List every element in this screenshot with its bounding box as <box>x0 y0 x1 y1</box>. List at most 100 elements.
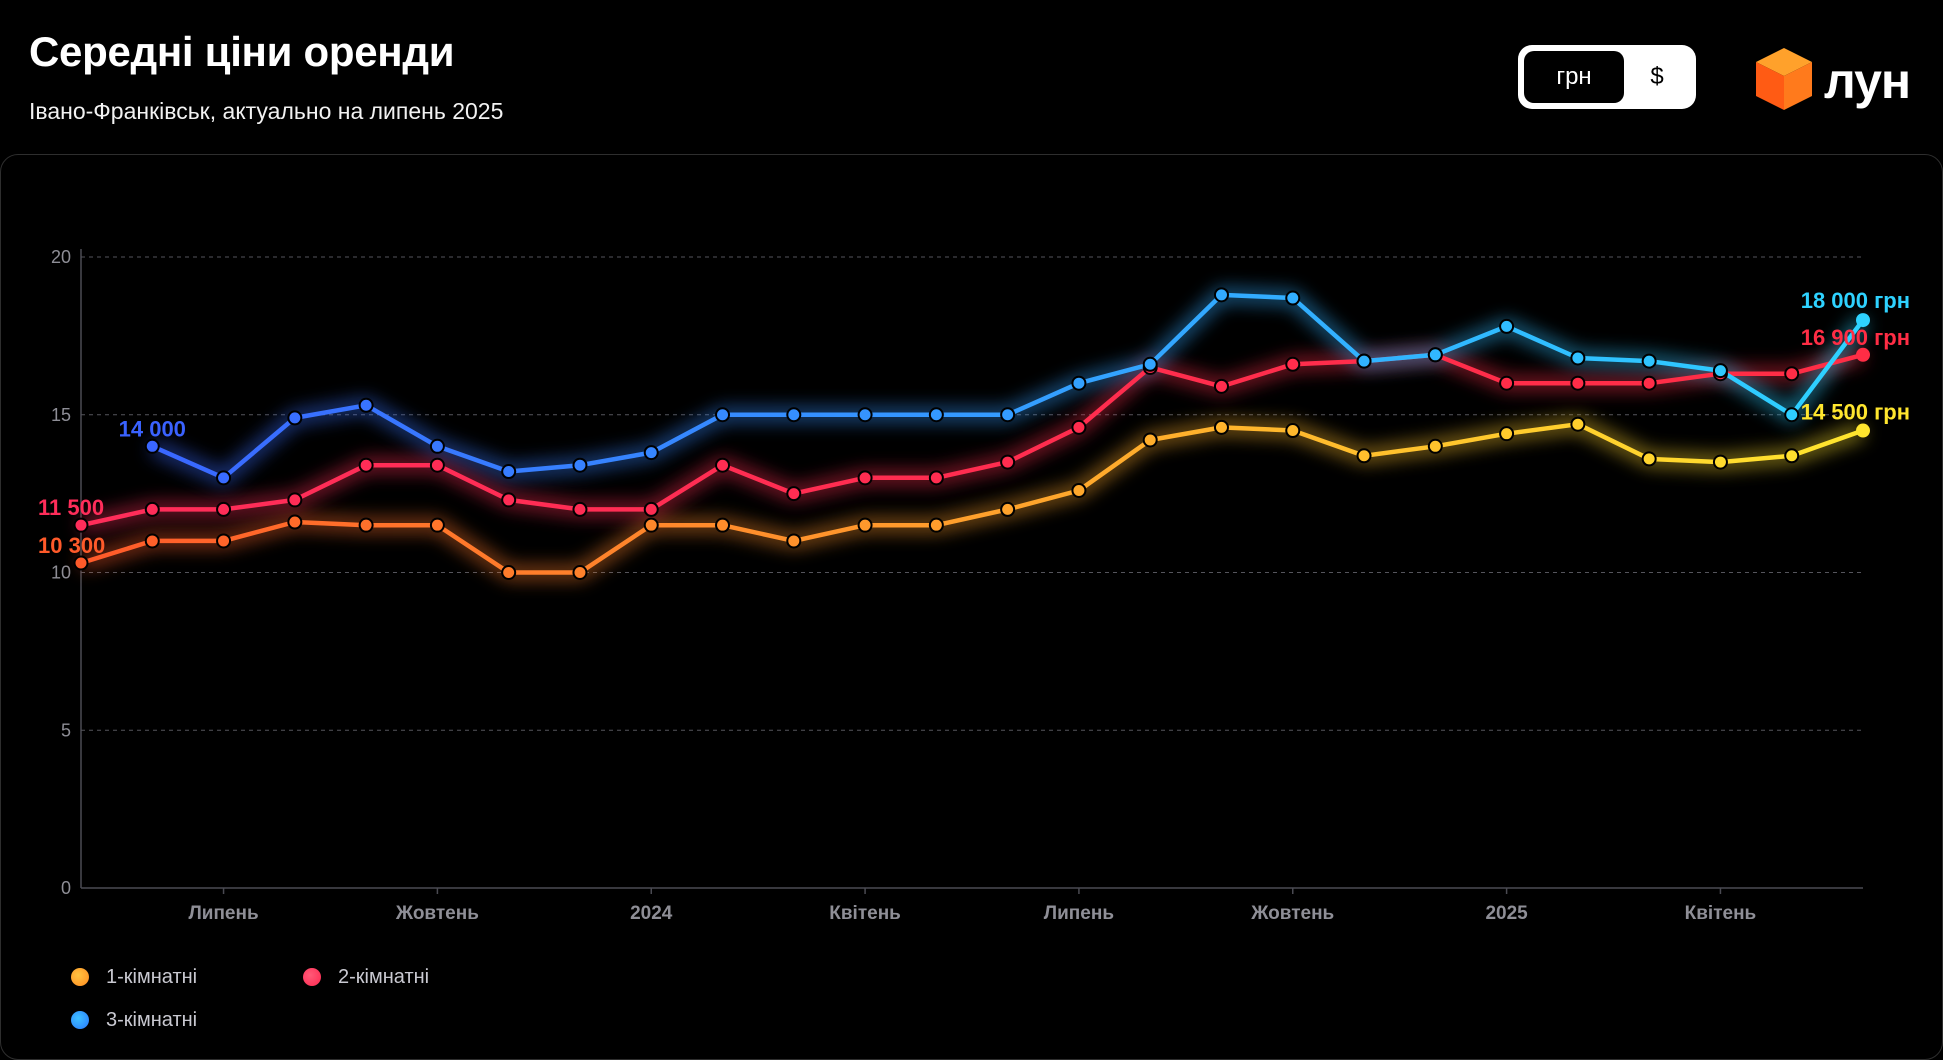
data-point <box>1570 375 1586 391</box>
data-point <box>1285 290 1301 306</box>
data-point <box>857 407 873 423</box>
data-point <box>1142 356 1158 372</box>
x-tick-label: Жовтень <box>395 903 479 924</box>
data-point <box>1784 407 1800 423</box>
data-point <box>572 565 588 580</box>
orange-cube-icon <box>1756 48 1812 110</box>
page-subtitle: Івано-Франківськ, актуально на липень 20… <box>29 98 504 124</box>
x-tick-label: Квітень <box>829 903 901 924</box>
legend-dot-icon <box>71 1011 89 1029</box>
data-point <box>643 517 659 533</box>
data-point <box>1427 347 1443 363</box>
x-tick-label: Липень <box>1044 903 1114 924</box>
data-point <box>358 517 374 533</box>
data-point <box>1356 353 1372 369</box>
y-tick-label: 0 <box>61 878 71 898</box>
data-point <box>358 397 374 413</box>
end-value-label: 16 900 грн <box>1801 325 1910 350</box>
data-point <box>715 407 731 423</box>
legend-label: 3-кімнатні <box>106 1009 198 1031</box>
data-point <box>1142 432 1158 448</box>
data-point <box>144 438 160 454</box>
logo-text: лун <box>1824 53 1911 109</box>
x-tick-label: 2024 <box>630 903 673 924</box>
data-point <box>1856 313 1870 328</box>
data-point <box>287 514 303 530</box>
data-point <box>1570 350 1586 366</box>
data-point <box>144 533 160 549</box>
y-tick-label: 20 <box>51 247 71 267</box>
currency-option-usd[interactable]: $ <box>1650 63 1664 90</box>
data-point <box>1856 347 1870 362</box>
start-value-label: 14 000 <box>119 416 186 441</box>
data-point <box>715 457 731 473</box>
data-point <box>643 501 659 517</box>
data-point <box>501 464 517 480</box>
y-tick-label: 5 <box>61 720 71 740</box>
data-point <box>1570 416 1586 432</box>
data-point <box>786 407 802 423</box>
data-point <box>928 407 944 423</box>
start-value-label: 11 500 <box>38 495 104 520</box>
data-point <box>1071 375 1087 391</box>
data-point <box>1427 438 1443 454</box>
end-value-label: 18 000 грн <box>1801 288 1910 313</box>
data-point <box>1499 426 1515 442</box>
data-point <box>429 438 445 454</box>
data-point <box>1213 378 1229 394</box>
legend-dot-icon <box>71 968 89 986</box>
x-tick-label: Жовтень <box>1250 903 1334 924</box>
data-point <box>1856 423 1870 438</box>
data-point <box>1641 451 1657 467</box>
data-point <box>287 410 303 426</box>
data-point <box>643 445 659 461</box>
series-line <box>78 352 1866 528</box>
data-point <box>1784 366 1800 382</box>
data-point <box>501 492 517 508</box>
y-tick-label: 15 <box>51 405 71 425</box>
data-point <box>216 470 232 486</box>
end-value-label: 14 500 грн <box>1801 400 1910 425</box>
data-point <box>572 501 588 517</box>
data-point <box>501 565 517 580</box>
currency-option-uah[interactable]: грн <box>1524 51 1624 103</box>
data-point <box>358 457 374 473</box>
lun-logo[interactable]: лун <box>1752 44 1922 114</box>
chart-panel: 0 5 10 15 20 Липень Жовтень 2024 Квітень Липень Жо… <box>0 154 1943 1060</box>
data-point <box>287 492 303 508</box>
data-point <box>1356 448 1372 464</box>
data-point <box>1285 423 1301 439</box>
page-title: Середні ціни оренди <box>29 28 455 75</box>
series-line <box>78 421 1866 575</box>
data-point <box>857 517 873 533</box>
data-point <box>572 457 588 473</box>
data-point <box>1712 454 1728 470</box>
data-point <box>1499 375 1515 391</box>
data-point <box>429 517 445 533</box>
x-tick-label: Квітень <box>1685 903 1757 924</box>
data-point <box>1641 375 1657 391</box>
legend-label: 1-кімнатні <box>106 966 198 988</box>
data-point <box>216 533 232 549</box>
currency-toggle[interactable]: грн $ <box>1518 45 1696 109</box>
data-point <box>73 517 89 533</box>
line-chart: 0 5 10 15 20 Липень Жовтень 2024 Квітень Липень Жо… <box>38 247 1910 924</box>
data-point <box>928 470 944 486</box>
data-point <box>1285 356 1301 372</box>
data-point <box>429 457 445 473</box>
data-point <box>715 517 731 533</box>
data-point <box>1784 448 1800 464</box>
data-point <box>786 486 802 502</box>
data-point <box>928 517 944 533</box>
data-point <box>1071 482 1087 498</box>
data-point <box>857 470 873 486</box>
data-point <box>786 533 802 549</box>
data-point <box>1000 454 1016 470</box>
y-tick-label: 10 <box>51 563 71 583</box>
data-point <box>1213 287 1229 303</box>
data-point <box>1000 501 1016 517</box>
data-point <box>144 501 160 517</box>
data-point <box>73 555 89 571</box>
x-tick-label: 2025 <box>1485 903 1528 924</box>
series-glow <box>78 416 1866 580</box>
